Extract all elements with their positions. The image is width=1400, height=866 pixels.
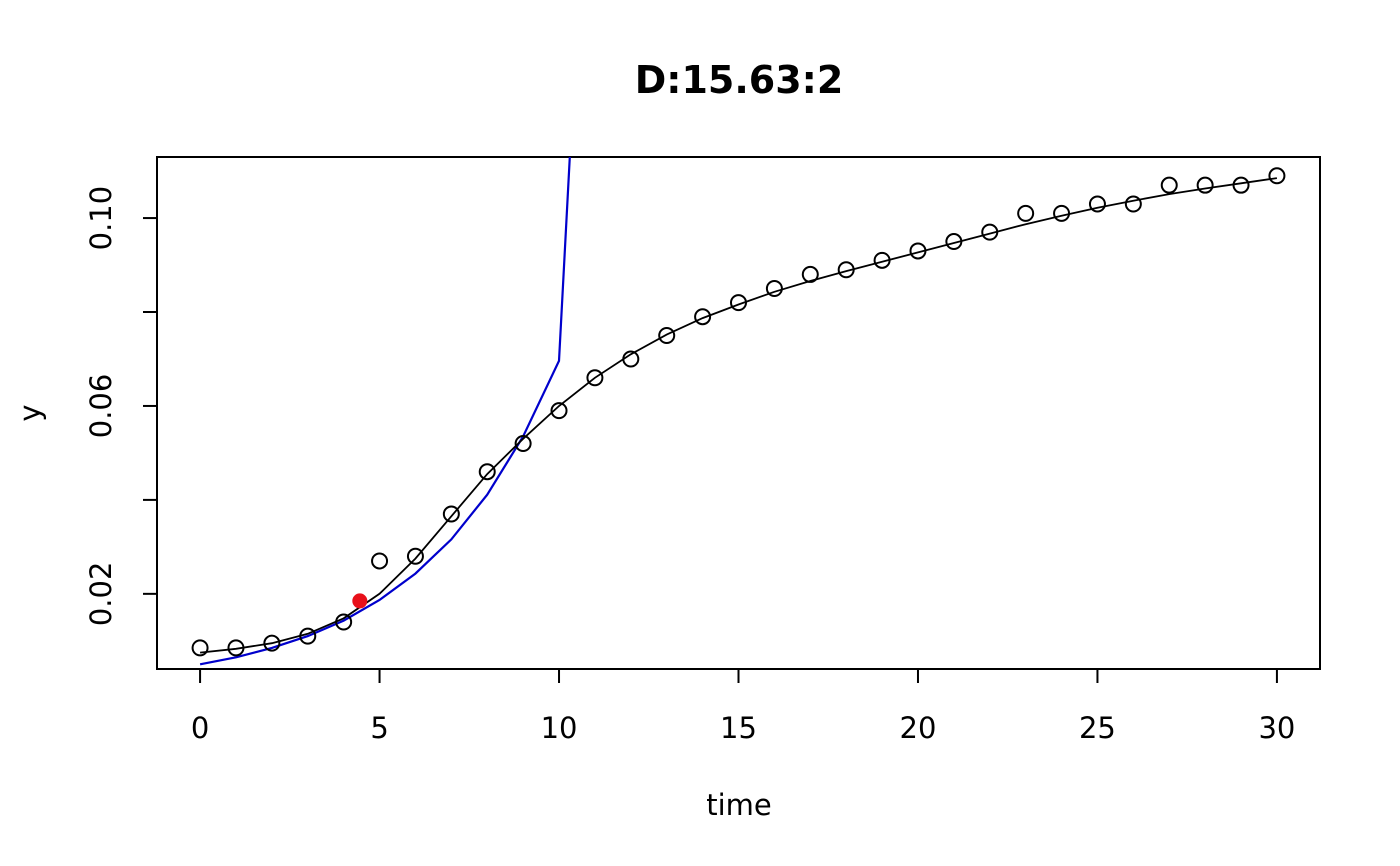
data-point	[514, 435, 532, 453]
highlight-point	[352, 593, 368, 609]
data-point	[730, 294, 747, 312]
y-axis-label: y	[13, 404, 47, 421]
data-point	[442, 505, 460, 523]
exponential-fit-line	[199, 157, 571, 666]
data-point	[765, 280, 783, 298]
x-tick-label: 5	[370, 711, 388, 745]
data-point	[981, 223, 999, 241]
data-point	[1124, 195, 1142, 213]
data-point	[945, 233, 963, 251]
plot-frame	[156, 156, 1321, 670]
data-point	[550, 402, 568, 420]
x-axis-label: time	[706, 788, 772, 822]
y-tick-label: 0.10	[84, 186, 118, 251]
data-point	[837, 261, 855, 279]
data-point	[478, 463, 496, 481]
x-tick-label: 25	[1079, 711, 1116, 745]
data-point	[1017, 204, 1035, 222]
data-point	[191, 639, 209, 657]
y-tick-label: 0.02	[84, 562, 118, 627]
x-axis: 0 5 10 15 20 25 30	[191, 668, 1295, 745]
data-point	[1088, 195, 1106, 213]
data-point	[406, 547, 424, 565]
x-tick-label: 20	[900, 711, 937, 745]
x-tick-label: 15	[720, 711, 757, 745]
data-point	[801, 265, 819, 283]
x-tick-label: 0	[191, 711, 209, 745]
y-axis: 0.02 0.06 0.10	[84, 186, 158, 627]
data-point	[1160, 176, 1178, 194]
x-tick-label: 30	[1258, 711, 1295, 745]
data-point	[909, 242, 927, 260]
data-point	[658, 326, 676, 344]
data-point	[299, 627, 317, 645]
plot-area	[191, 157, 1286, 666]
data-point	[227, 639, 245, 657]
chart-title: D:15.63:2	[635, 58, 844, 102]
data-point	[335, 613, 353, 631]
data-point	[1196, 176, 1214, 194]
data-point	[622, 350, 640, 368]
data-point	[1232, 176, 1250, 194]
data-point	[1053, 204, 1071, 222]
data-point	[1268, 167, 1286, 185]
fitted-curve-line	[200, 177, 1278, 654]
data-point	[873, 251, 891, 269]
data-point	[694, 308, 712, 326]
data-point	[371, 552, 389, 570]
y-tick-label: 0.06	[84, 374, 118, 439]
data-point	[263, 634, 281, 652]
x-tick-label: 10	[541, 711, 578, 745]
data-point	[586, 369, 604, 387]
